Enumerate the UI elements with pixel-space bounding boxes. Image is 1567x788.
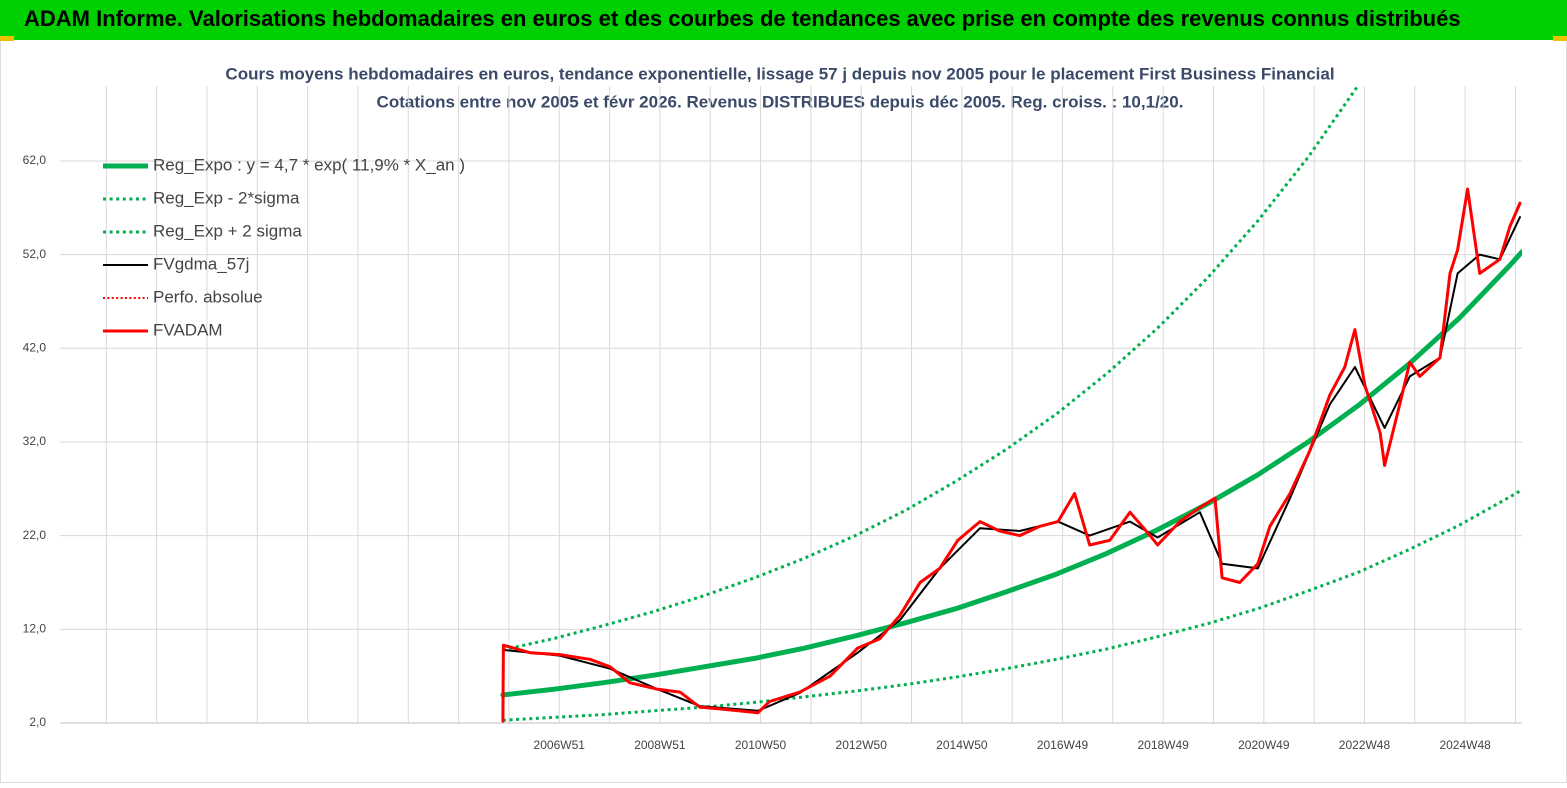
legend-label: Reg_Expo : y = 4,7 * exp( 11,9% * X_an ) [153,155,465,174]
legend-label: Perfo. absolue [153,287,263,306]
banner-title: ADAM Informe. Valorisations hebdomadaire… [24,6,1461,31]
legend-label: FVADAM [153,320,223,339]
y-tick-label: 2,0 [29,715,46,729]
x-tick-label: 2022W48 [1339,738,1391,752]
x-tick-label: 2010W50 [735,738,787,752]
series-line [501,187,1522,723]
legend-label: Reg_Exp + 2 sigma [153,221,302,240]
series-line [501,216,1521,712]
series-line [500,249,1522,698]
y-tick-label: 32,0 [23,434,47,448]
series-line [502,488,1522,722]
x-tick-label: 2018W49 [1137,738,1189,752]
banner [0,0,1567,40]
x-tick-label: 2016W49 [1037,738,1089,752]
series-line [502,86,1360,652]
x-tick-label: 2006W51 [534,738,586,752]
x-tick-label: 2024W48 [1439,738,1491,752]
x-tick-label: 2020W49 [1238,738,1290,752]
y-tick-label: 42,0 [23,340,47,354]
y-tick-label: 12,0 [23,621,47,635]
banner-corner [0,36,14,41]
y-tick-label: 62,0 [23,153,47,167]
plot-area [500,86,1522,723]
legend-label: Reg_Exp - 2*sigma [153,188,300,207]
y-tick-label: 22,0 [23,528,47,542]
chart-title: Cours moyens hebdomadaires en euros, ten… [225,64,1334,83]
x-tick-label: 2012W50 [836,738,888,752]
legend-label: FVgdma_57j [153,254,249,273]
x-tick-label: 2014W50 [936,738,988,752]
chart-subtitle: Cotations entre nov 2005 et févr 2026. R… [377,92,1184,111]
banner-corner [1553,36,1567,41]
x-tick-label: 2008W51 [634,738,686,752]
y-tick-label: 52,0 [23,247,47,261]
